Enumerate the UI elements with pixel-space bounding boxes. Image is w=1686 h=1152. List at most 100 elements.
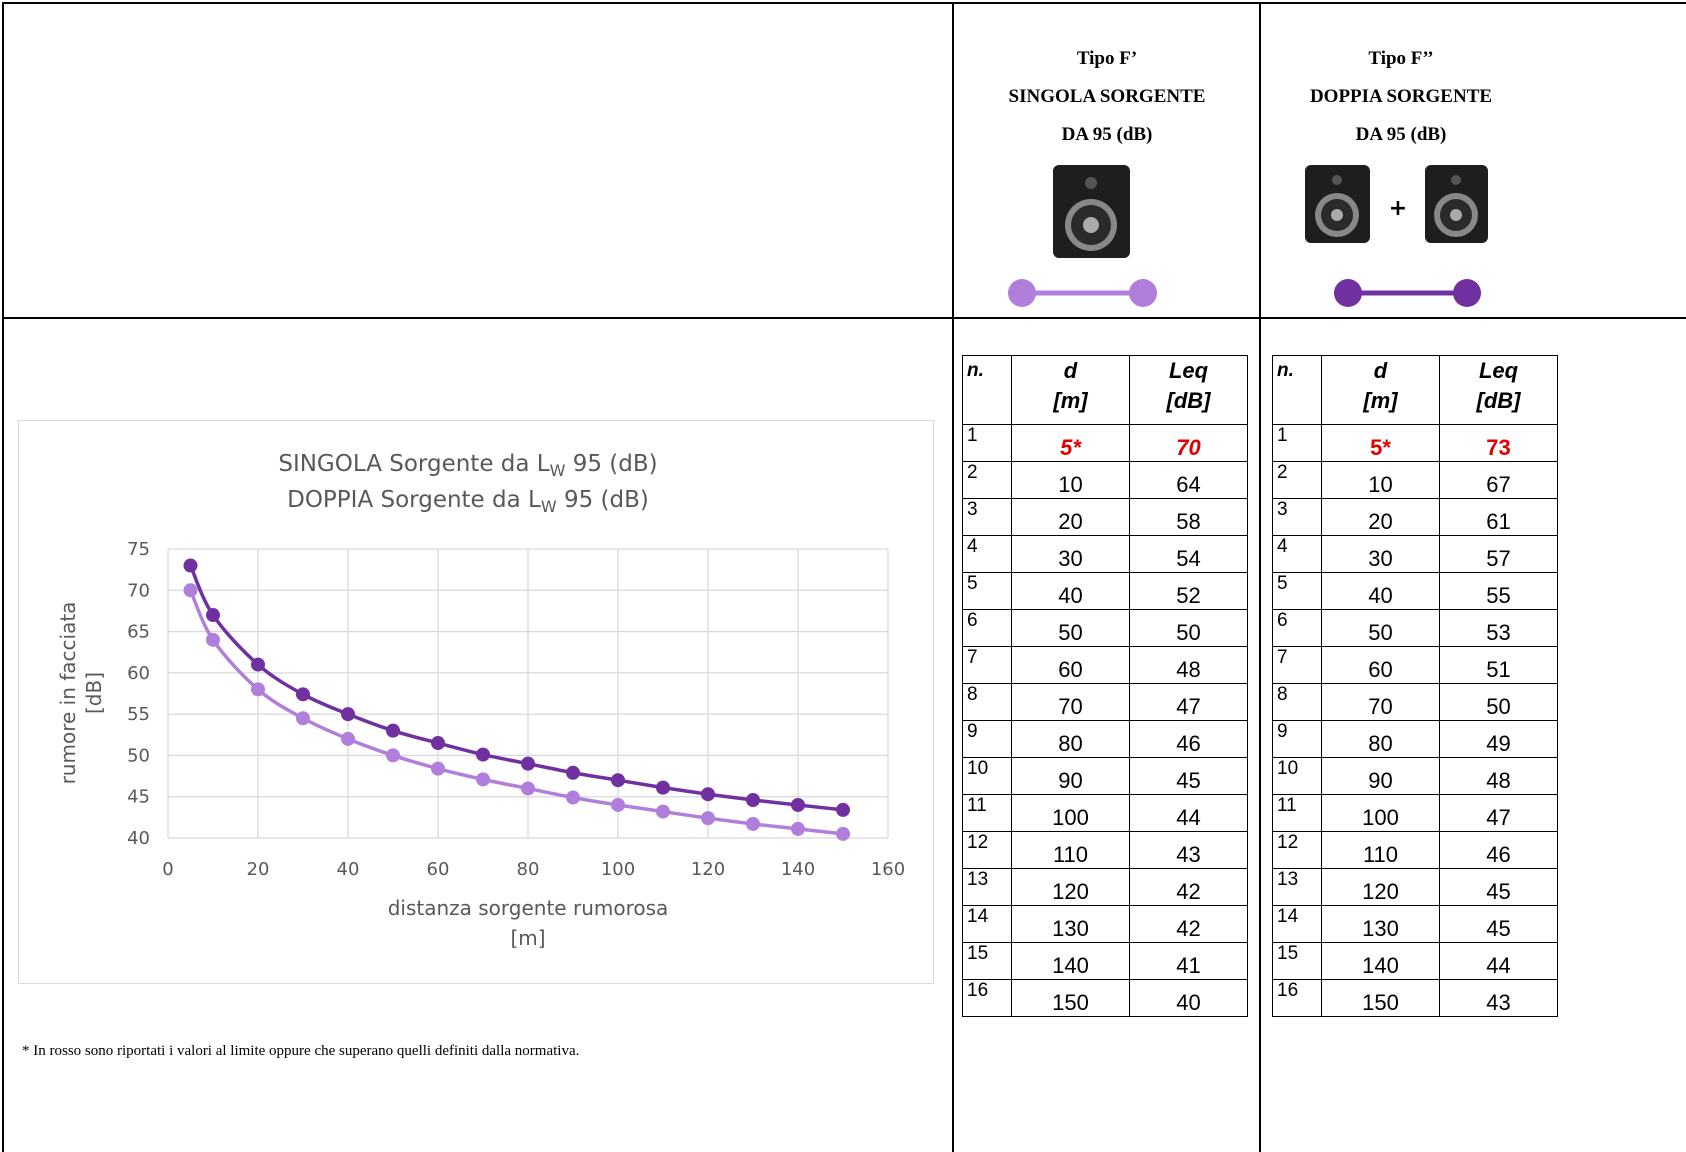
table-row: 65053 [1273,610,1558,647]
table-cell: 52 [1130,573,1248,610]
table-cell: 50 [1012,610,1130,647]
table-cell: 45 [1130,758,1248,795]
x-tick-label: 140 [781,859,815,880]
table-cell: 43 [1440,980,1558,1017]
table-row: 43054 [963,536,1248,573]
table-head: n.d[m]Leq[dB] [1273,356,1558,425]
table-cell: 14 [1273,906,1322,943]
table-cell: 8 [1273,684,1322,721]
table-cell: 20 [1322,499,1440,536]
header-text: [m] [1012,386,1129,416]
x-axis-label: distanza sorgente rumorosa [388,896,669,920]
page: Tipo F’ SINGOLA SORGENTE DA 95 (dB) Tipo… [0,0,1686,1152]
table-cell: 46 [1130,721,1248,758]
table-cell: 100 [1322,795,1440,832]
table-cell: 70 [1130,425,1248,462]
table-cell: 47 [1130,684,1248,721]
data-point [341,732,355,746]
table-cell: 58 [1130,499,1248,536]
header-row: n.d[m]Leq[dB] [963,356,1248,425]
table-row: 1615040 [963,980,1248,1017]
table-cell: 110 [1322,832,1440,869]
table-cell: 4 [1273,536,1322,573]
data-point [701,811,715,825]
table-cell: 9 [963,721,1012,758]
legend-marker [1453,279,1481,307]
table-cell: 5* [1012,425,1130,462]
data-point [521,781,535,795]
y-axis-label: rumore in facciata [56,602,80,785]
table-cell: 1 [1273,425,1322,462]
table-cell: 9 [1273,721,1322,758]
table-cell: 67 [1440,462,1558,499]
title-text: 95 (dB) [565,451,657,477]
table-cell: 1 [963,425,1012,462]
table-row: 1514044 [1273,943,1558,980]
header-cell: n. [963,356,1012,425]
footnote: * In rosso sono riportati i valori al li… [22,1043,579,1060]
data-point [386,748,400,762]
data-point [296,687,310,701]
title-subscript: W [550,461,566,480]
table-cell: 40 [1012,573,1130,610]
x-tick-label: 80 [517,859,540,880]
table-cell: 15 [963,943,1012,980]
table-cell: 44 [1440,943,1558,980]
table-cell: 44 [1130,795,1248,832]
chart-title: DOPPIA Sorgente da LW 95 (dB) [287,487,649,516]
table-cell: 7 [963,647,1012,684]
table-cell: 40 [1130,980,1248,1017]
table-cell: 16 [1273,980,1322,1017]
legend-marker [1129,279,1157,307]
table-cell: 130 [1012,906,1130,943]
table-cell: 3 [1273,499,1322,536]
table-head: n.d[m]Leq[dB] [963,356,1248,425]
header-row: n.d[m]Leq[dB] [1273,356,1558,425]
table-row: 15*70 [963,425,1248,462]
table-cell: 53 [1440,610,1558,647]
table-row: 65050 [963,610,1248,647]
table-cell: 45 [1440,906,1558,943]
legend-marker [1008,279,1036,307]
data-point [476,772,490,786]
table-row: 87047 [963,684,1248,721]
table-cell: 100 [1012,795,1130,832]
table-cell: 5 [963,573,1012,610]
table-cell: 41 [1130,943,1248,980]
data-point [476,748,490,762]
table-cell: 8 [963,684,1012,721]
table-cell: 48 [1440,758,1558,795]
table-cell: 11 [1273,795,1322,832]
series-line [191,566,844,810]
table-cell: 50 [1440,684,1558,721]
header-text: [m] [1322,386,1439,416]
table-cell: 13 [963,869,1012,906]
data-point [184,583,198,597]
table-cell: 5 [1273,573,1322,610]
table-row: 54052 [963,573,1248,610]
x-tick-label: 100 [601,859,635,880]
table-cell: 3 [963,499,1012,536]
table-cell: 54 [1130,536,1248,573]
x-tick-label: 20 [247,859,270,880]
data-point [566,766,580,780]
x-tick-label: 0 [162,859,173,880]
table-cell: 55 [1440,573,1558,610]
y-axis-label: [dB] [82,672,106,714]
y-tick-label: 60 [127,663,150,684]
table-row: 1615043 [1273,980,1558,1017]
table-cell: 90 [1012,758,1130,795]
data-point [836,803,850,817]
data-point [746,817,760,831]
y-tick-label: 55 [127,704,150,725]
table-cell: 120 [1012,869,1130,906]
